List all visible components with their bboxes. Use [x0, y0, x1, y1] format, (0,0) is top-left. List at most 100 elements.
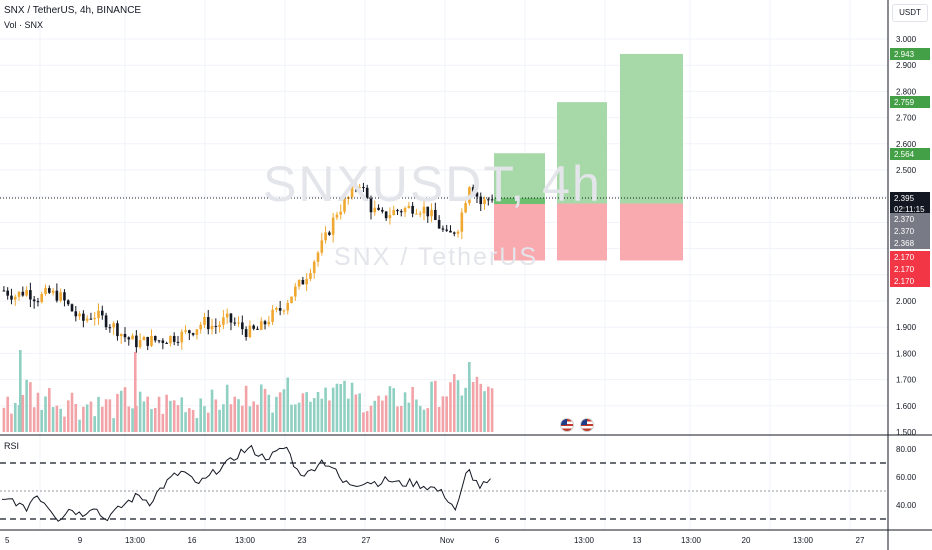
candle-body: [44, 288, 47, 294]
symbol-title[interactable]: SNX / TetherUS, 4h, BINANCE: [4, 5, 142, 16]
candle-body: [479, 196, 483, 205]
volume-bar: [384, 395, 388, 432]
candle-body: [377, 207, 380, 210]
candle-body: [456, 231, 460, 234]
volume-bar: [165, 394, 168, 432]
us-flag-icon[interactable]: [560, 418, 574, 432]
volume-bar: [487, 386, 490, 432]
candle-body: [392, 210, 396, 216]
price-tick: 1.500: [896, 428, 917, 437]
volume-bar: [146, 396, 150, 432]
currency-button[interactable]: USDT: [892, 4, 928, 22]
volume-bar: [430, 381, 433, 432]
candle-body: [119, 333, 123, 337]
volume-bar: [241, 405, 244, 432]
volume-bar: [119, 390, 123, 432]
candle-body: [40, 293, 44, 303]
volume-bar: [301, 393, 305, 432]
volume-bar: [225, 384, 229, 432]
volume-bar: [403, 392, 407, 432]
volume-bar: [464, 387, 467, 432]
volume-bar: [415, 399, 418, 432]
volume-bar: [407, 402, 411, 432]
price-tick: 3.000: [896, 35, 917, 44]
volume-bar: [286, 377, 290, 432]
candle-body: [483, 199, 486, 205]
volume-bar: [331, 387, 335, 432]
volume-bar: [210, 389, 214, 432]
rsi-tick: 40.00: [896, 501, 917, 510]
candle-body: [350, 185, 354, 197]
candle-body: [282, 310, 286, 312]
volume-bar: [19, 350, 22, 432]
candle-body: [267, 321, 271, 325]
time-axis[interactable]: 5 9 13:00 16 13:00 23 27 Nov 6 13:00 13 13:00 20 13:0…: [5, 536, 865, 545]
time-tick: 20: [742, 536, 751, 545]
candle-body: [51, 290, 55, 293]
volume-indicator-label[interactable]: Vol · SNX: [4, 20, 44, 30]
price-tick: 2.700: [896, 114, 917, 123]
candle-body: [93, 318, 97, 320]
volume-bar: [422, 409, 426, 432]
candle-body: [415, 213, 418, 215]
volume-bar: [100, 406, 104, 432]
volume-bar: [29, 382, 32, 432]
candle-body: [218, 324, 221, 327]
volume-bar: [362, 412, 365, 432]
volume-bar: [350, 382, 354, 432]
us-flag-icon[interactable]: [580, 418, 594, 432]
price-badge-stop-a: 2.170: [894, 253, 915, 262]
volume-bar: [13, 402, 17, 432]
price-tick: 1.700: [896, 376, 917, 385]
volume-bar: [214, 399, 218, 432]
candle-body: [135, 335, 138, 348]
volume-bar: [195, 417, 199, 432]
candle-body: [10, 295, 13, 300]
volume-bar: [294, 404, 297, 432]
candle-body: [373, 207, 377, 213]
rsi-axis[interactable]: 80.00 60.00 40.00: [896, 445, 917, 510]
candlestick-series[interactable]: [2, 181, 494, 353]
price-badges: 2.9432.7592.5642.39502:11:152.3702.3702.…: [890, 48, 930, 287]
volume-bar: [104, 399, 108, 432]
candle-body: [78, 313, 81, 317]
volume-bars: [2, 350, 494, 432]
candle-body: [104, 315, 108, 328]
target-zone-2: [557, 102, 607, 204]
candle-body: [237, 322, 240, 324]
stop-zone-2: [557, 203, 607, 261]
volume-bar: [426, 408, 430, 432]
volume-bar: [108, 399, 112, 432]
candle-body: [131, 335, 134, 340]
candle-body: [123, 333, 127, 338]
grid-lines: [0, 0, 888, 530]
last-price-badge-bg: [890, 192, 930, 216]
time-tick: 23: [298, 536, 307, 545]
volume-bar: [290, 404, 293, 432]
candle-body: [305, 278, 308, 285]
rsi-tick: 60.00: [896, 473, 917, 482]
candle-body: [437, 219, 441, 229]
volume-bar: [112, 418, 115, 432]
position-zones[interactable]: [494, 53, 683, 261]
candle-body: [188, 330, 191, 334]
candle-body: [384, 211, 388, 219]
volume-bar: [256, 404, 259, 432]
candle-body: [248, 325, 252, 337]
price-axis[interactable]: 3.000 2.900 2.800 2.700 2.600 2.500 2.000 1.900…: [896, 35, 917, 437]
volume-bar: [259, 384, 263, 432]
rsi-indicator-label[interactable]: RSI: [4, 441, 20, 451]
price-tick: 1.600: [896, 402, 917, 411]
candle-body: [127, 337, 131, 340]
candle-body: [169, 336, 172, 344]
rsi-pane[interactable]: [0, 444, 888, 522]
candle-body: [452, 232, 456, 234]
volume-bar: [51, 407, 55, 432]
candle-body: [422, 206, 426, 214]
candle-body: [468, 187, 471, 204]
candle-body: [445, 229, 448, 231]
volume-bar: [199, 398, 202, 432]
candle-body: [233, 322, 237, 324]
